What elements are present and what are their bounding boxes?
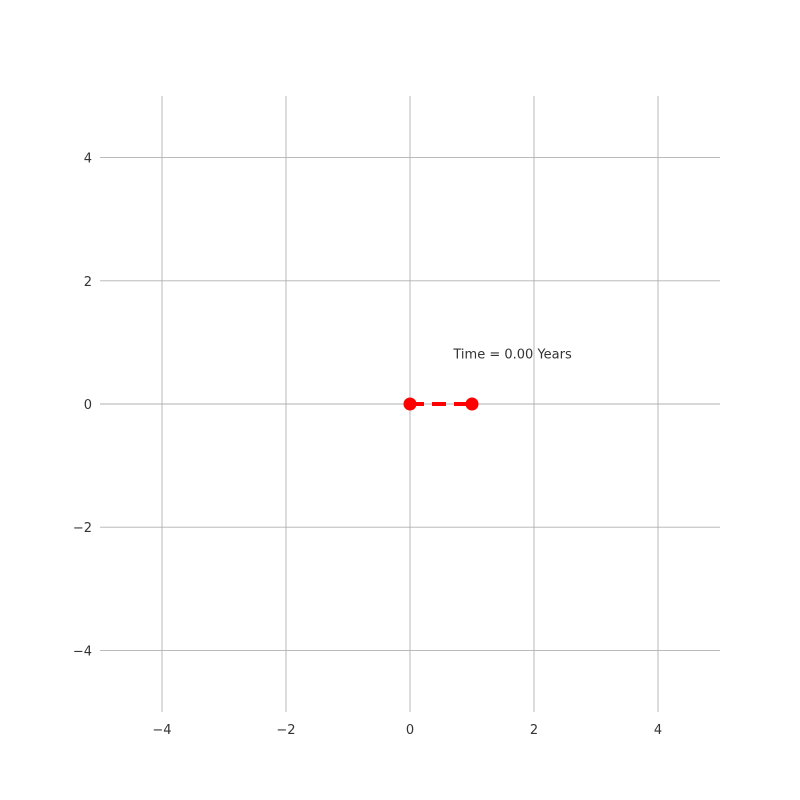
data-point xyxy=(465,397,479,411)
x-tick-label: 4 xyxy=(654,723,662,738)
y-tick-label: 4 xyxy=(84,152,92,167)
y-tick-label: 2 xyxy=(84,275,92,290)
x-tick-label: 0 xyxy=(406,723,414,738)
y-tick-label: −4 xyxy=(73,644,92,659)
tick-labels: −4 −2 0 2 4 −4 −2 0 2 4 xyxy=(73,152,662,738)
plot-series xyxy=(403,397,479,411)
data-point xyxy=(403,397,417,411)
time-annotation: Time = 0.00 Years xyxy=(452,348,572,363)
x-tick-label: −4 xyxy=(152,723,171,738)
annotations: Time = 0.00 Years xyxy=(452,348,572,363)
x-tick-label: 2 xyxy=(530,723,538,738)
grid xyxy=(100,96,720,712)
y-tick-label: 0 xyxy=(84,398,92,413)
x-tick-label: −2 xyxy=(276,723,295,738)
y-tick-label: −2 xyxy=(73,521,92,536)
